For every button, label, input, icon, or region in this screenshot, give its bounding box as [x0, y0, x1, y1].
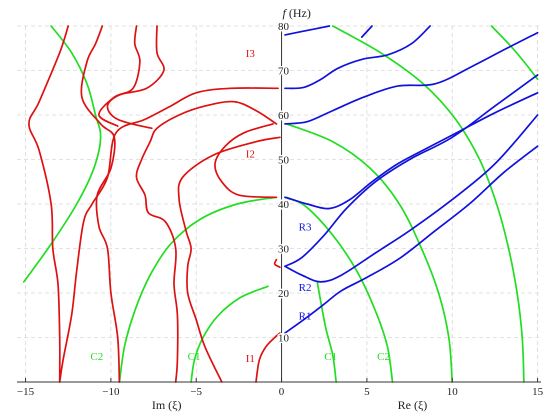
curve-label-r1: R1 — [299, 311, 312, 323]
blue-curve — [284, 114, 539, 283]
blue-curve — [284, 25, 431, 90]
y-tick-label: 80 — [278, 21, 290, 33]
x-axis-title-left: Im (ξ) — [152, 398, 182, 412]
x-tick-label: −15 — [17, 386, 35, 398]
axes — [17, 24, 541, 383]
y-axis-title: f (Hz) — [283, 6, 311, 20]
curve-label-c1: C1 — [188, 351, 201, 363]
y-axis-title-unit: (Hz) — [286, 6, 311, 20]
red-curve — [214, 123, 278, 199]
y-tick-label: 50 — [278, 155, 290, 167]
blue-curve — [284, 91, 539, 210]
grid — [17, 25, 541, 382]
x-tick-label: 0 — [279, 386, 285, 398]
blue-curve — [284, 74, 539, 268]
green-curve — [331, 25, 525, 383]
green-curve — [490, 25, 539, 81]
y-tick-label: 40 — [278, 199, 290, 211]
red-curve — [98, 25, 141, 127]
curve-label-i1: I1 — [246, 353, 255, 365]
curve-label-c1: C1 — [324, 351, 337, 363]
x-tick-label: −10 — [102, 386, 120, 398]
y-tick-label: 70 — [278, 66, 290, 78]
green-curve — [118, 196, 278, 383]
x-tick-label: 10 — [447, 386, 459, 398]
curve-label-i2: I2 — [246, 148, 255, 160]
ticks: −15 −10 −5 0 5 10 15 10 20 30 40 50 60 70 80 — [17, 20, 544, 399]
red-curve — [273, 258, 281, 269]
curves — [22, 25, 539, 383]
red-curve — [106, 25, 165, 130]
red-curve — [135, 100, 278, 383]
green-curve — [285, 123, 454, 383]
green-curve — [316, 281, 338, 383]
curve-labels: I3 I2 I1 R3 R2 R1 C2 C1 C1 C2 — [90, 48, 390, 365]
x-axis-title-right: Re (ξ) — [398, 398, 428, 412]
curve-label-c2: C2 — [377, 351, 390, 363]
blue-curve — [360, 25, 373, 38]
curve-label-r3: R3 — [299, 222, 312, 234]
curve-label-i3: I3 — [246, 48, 256, 60]
y-tick-label: 60 — [278, 110, 290, 122]
curve-label-r2: R2 — [299, 282, 312, 294]
red-curve — [177, 136, 281, 383]
y-tick-label: 30 — [278, 244, 290, 256]
x-tick-label: 15 — [532, 386, 544, 398]
curve-label-c2: C2 — [90, 351, 103, 363]
green-curve — [190, 285, 269, 383]
red-curve — [28, 25, 70, 383]
x-tick-label: −5 — [190, 386, 202, 398]
blue-curve — [284, 31, 539, 125]
green-curve — [285, 196, 394, 383]
y-axis-title-symbol: f — [283, 6, 288, 20]
green-curve — [22, 25, 102, 283]
red-curve — [80, 25, 121, 383]
x-tick-label: 5 — [364, 386, 370, 398]
blue-curve — [284, 25, 331, 36]
y-tick-label: 20 — [278, 288, 290, 300]
blue-curve — [284, 145, 539, 334]
y-tick-label: 10 — [278, 333, 290, 345]
red-curve — [255, 332, 281, 383]
